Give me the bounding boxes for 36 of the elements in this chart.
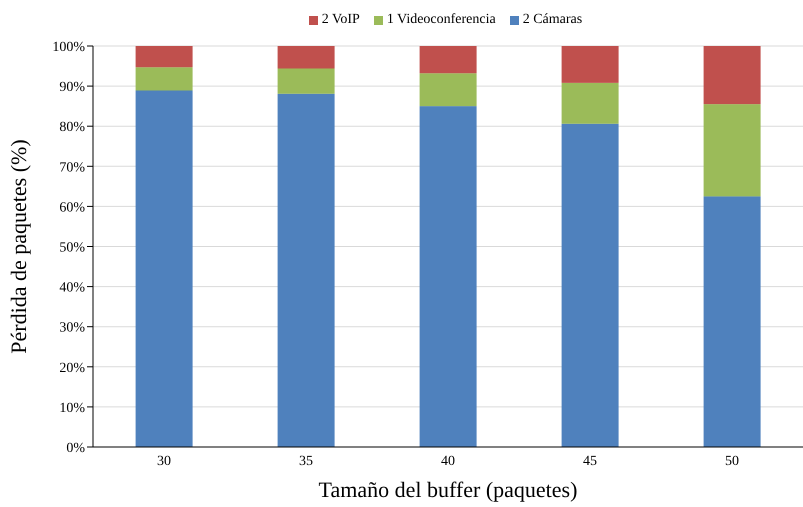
bar bbox=[704, 104, 761, 196]
bar bbox=[704, 196, 761, 447]
y-tick-label: 80% bbox=[59, 120, 86, 136]
bar bbox=[278, 46, 335, 68]
bar bbox=[136, 46, 193, 68]
x-tick-label: 35 bbox=[299, 454, 313, 469]
y-tick-label: 20% bbox=[59, 360, 86, 376]
bar bbox=[420, 73, 477, 106]
x-axis-title: Tamaño del buffer (paquetes) bbox=[318, 477, 578, 502]
x-tick-label: 45 bbox=[583, 454, 597, 469]
bar bbox=[420, 106, 477, 447]
legend-label: 1 Videoconferencia bbox=[386, 12, 496, 28]
x-tick-label: 50 bbox=[725, 454, 739, 469]
y-tick-label: 50% bbox=[59, 240, 86, 256]
y-tick-label: 70% bbox=[59, 160, 86, 176]
y-tick-label: 10% bbox=[59, 400, 86, 416]
y-axis-title: Pérdida de paquetes (%) bbox=[6, 139, 31, 354]
bar bbox=[136, 67, 193, 91]
bar bbox=[704, 46, 761, 104]
bar bbox=[278, 94, 335, 447]
bar bbox=[136, 90, 193, 447]
bar bbox=[562, 46, 619, 83]
x-tick-label: 40 bbox=[441, 454, 455, 469]
bar bbox=[278, 68, 335, 94]
y-tick-label: 30% bbox=[59, 320, 86, 336]
bar bbox=[562, 124, 619, 447]
y-tick-label: 90% bbox=[59, 80, 86, 96]
bar bbox=[562, 82, 619, 124]
y-tick-label: 0% bbox=[66, 440, 86, 456]
x-tick-label: 30 bbox=[157, 454, 171, 469]
y-tick-label: 100% bbox=[52, 40, 86, 55]
bar bbox=[420, 46, 477, 74]
legend-label: 2 Cámaras bbox=[522, 12, 582, 28]
y-tick-label: 60% bbox=[59, 200, 86, 216]
legend-label: 2 VoIP bbox=[322, 12, 360, 28]
y-tick-label: 40% bbox=[59, 280, 86, 296]
